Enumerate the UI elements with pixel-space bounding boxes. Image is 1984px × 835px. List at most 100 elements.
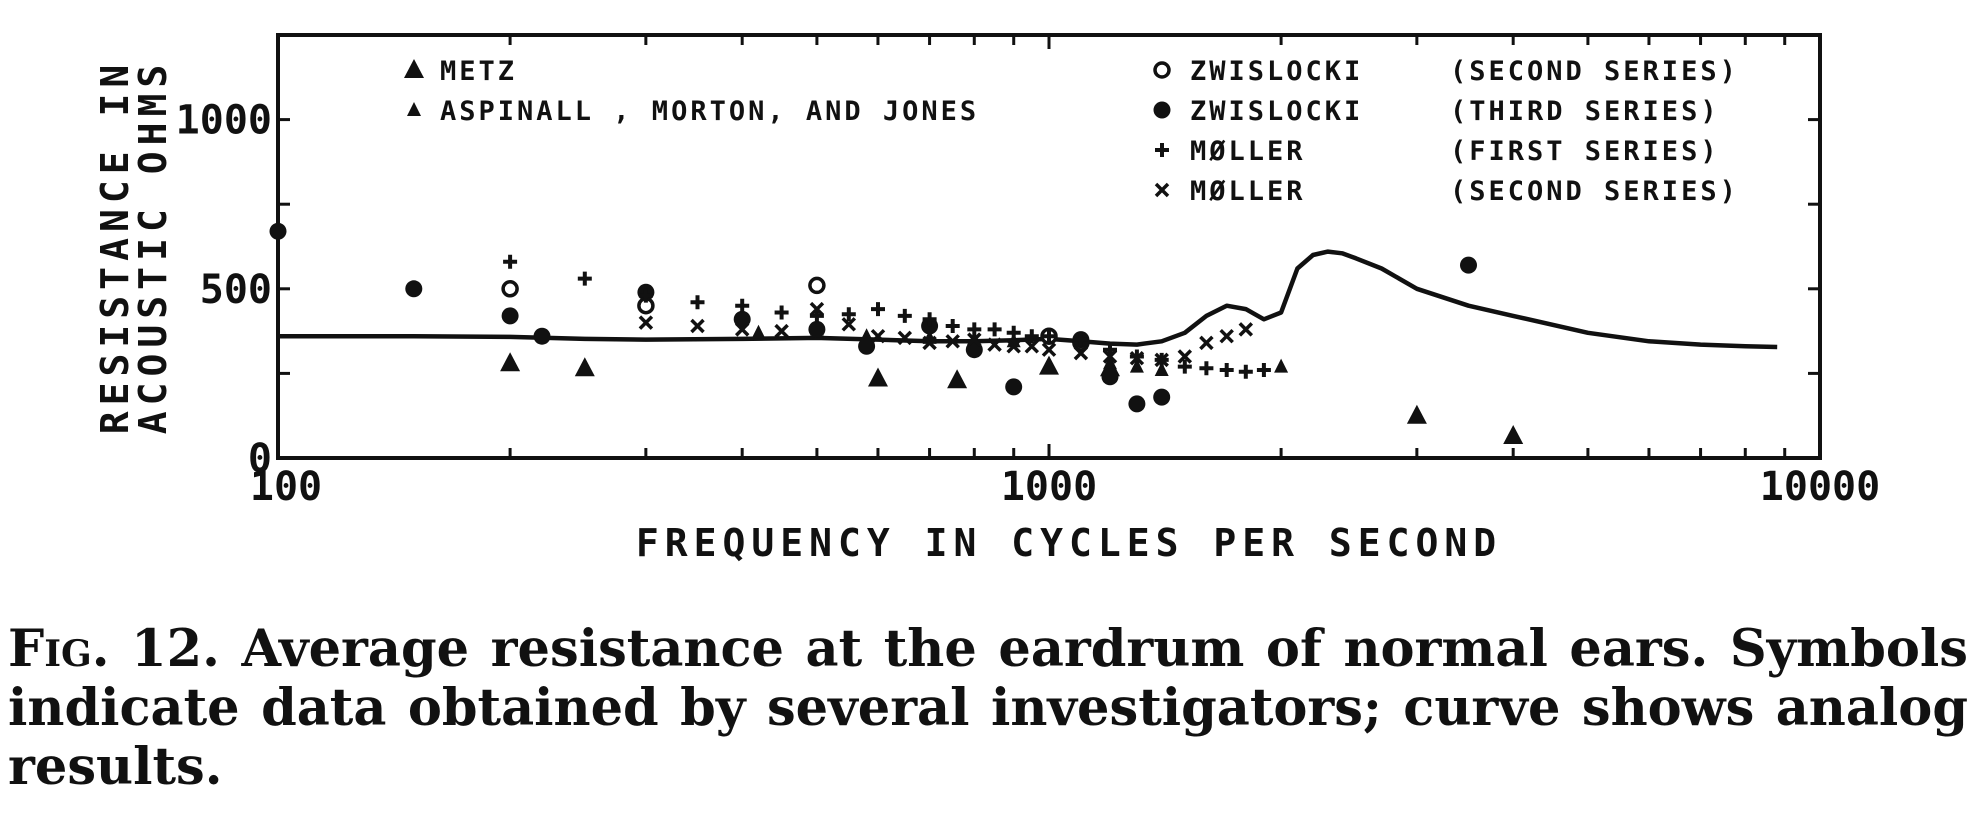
- plus-marker: [1042, 329, 1056, 344]
- plus-marker: [871, 302, 885, 317]
- triangle-marker: [1406, 404, 1427, 424]
- plus-marker: [897, 308, 912, 323]
- plus-marker: [638, 288, 653, 303]
- x-tick-label: 100: [250, 464, 322, 510]
- legend-small-triangle-marker: [407, 102, 421, 116]
- x-tick-label: 1000: [1001, 464, 1097, 510]
- plus-marker: [1238, 364, 1253, 379]
- analog-curve: [278, 249, 1778, 350]
- plus-marker: [841, 307, 856, 322]
- triangle-marker: [947, 369, 968, 389]
- labels-layer: 100 1000 10000 0 500 1000 FREQUENCY IN CYCLES …: [93, 59, 1880, 565]
- triangle-marker: [574, 357, 595, 377]
- x-marker: [1199, 335, 1214, 351]
- triangle-marker: [868, 367, 888, 387]
- legend: METZ ASPINALL , MORTON, AND JONES ZWISLOCK…: [404, 56, 1739, 207]
- y-axis-title-line2: ACOUSTIC OHMS: [131, 59, 175, 434]
- filled-circle-marker: [1460, 256, 1477, 274]
- plus-marker: [1006, 325, 1021, 340]
- axes: [276, 33, 1822, 460]
- filled-circle-marker: [858, 337, 876, 355]
- y-tick-label: 1000: [176, 98, 272, 144]
- plus-marker: [1024, 329, 1039, 344]
- y-axis-title-line1: RESISTANCE IN: [93, 59, 137, 434]
- x-marker: [809, 301, 825, 317]
- plus-marker: [1219, 363, 1234, 377]
- x-tick-label: 10000: [1760, 464, 1880, 510]
- plus-marker: [945, 319, 960, 333]
- plus-marker: [967, 322, 982, 337]
- x-marker: [1102, 349, 1118, 364]
- filled-circle-marker: [269, 222, 287, 240]
- x-marker: [638, 315, 654, 330]
- small-triangle-marker: [1129, 358, 1144, 373]
- x-marker: [870, 328, 886, 344]
- x-marker: [1238, 322, 1254, 337]
- x-marker: [1041, 342, 1057, 357]
- triangle-marker: [1503, 425, 1524, 444]
- legend-filled-circle-marker: [1153, 101, 1171, 119]
- filled-circle-marker: [533, 327, 551, 345]
- y-tick-label: 0: [248, 436, 272, 482]
- filled-circle-marker: [1128, 395, 1146, 413]
- x-marker: [690, 318, 705, 334]
- filled-circle-marker: [1153, 388, 1171, 406]
- plus-marker: [503, 254, 518, 269]
- caption-text: Average resistance at the eardrum of nor…: [8, 619, 1969, 797]
- legend-series-label: (SECOND SERIES): [1450, 56, 1739, 87]
- legend-label: ASPINALL , MORTON, AND JONES: [440, 96, 979, 127]
- small-triangle-marker: [1274, 358, 1289, 373]
- x-marker: [967, 332, 982, 347]
- open-circle-marker: [501, 280, 519, 298]
- plus-marker: [1177, 359, 1192, 374]
- x-marker: [734, 322, 750, 337]
- legend-x-marker: [1154, 182, 1170, 198]
- curve-layer: [278, 249, 1778, 350]
- legend-label: MØLLER: [1190, 136, 1306, 167]
- triangle-marker: [500, 352, 521, 372]
- legend-triangle-marker: [404, 59, 424, 78]
- plus-marker: [690, 295, 705, 310]
- x-marker: [945, 334, 960, 349]
- legend-label: ZWISLOCKI: [1190, 56, 1363, 87]
- points-layer: [269, 222, 1524, 444]
- x-marker: [1129, 350, 1145, 366]
- plus-marker: [987, 322, 1002, 337]
- x-marker: [897, 330, 913, 346]
- filled-circle-marker: [405, 280, 423, 298]
- x-axis-title: FREQUENCY IN CYCLES PER SECOND: [636, 521, 1502, 565]
- small-triangle-marker: [1103, 355, 1117, 370]
- legend-series-label: (FIRST SERIES): [1450, 136, 1720, 167]
- filled-circle-marker: [1101, 368, 1119, 386]
- filled-circle-marker: [501, 307, 519, 325]
- filled-circle-marker: [1005, 378, 1023, 396]
- plus-marker: [735, 298, 750, 313]
- y-tick-label: 500: [200, 267, 272, 313]
- plus-marker: [1256, 363, 1271, 377]
- legend-series-label: (SECOND SERIES): [1450, 176, 1739, 207]
- caption-label: Fig. 12.: [8, 619, 220, 679]
- x-marker: [841, 317, 857, 332]
- x-marker: [922, 335, 937, 351]
- plus-marker: [922, 312, 937, 327]
- legend-label: MØLLER: [1190, 176, 1306, 207]
- x-marker: [1024, 339, 1040, 354]
- x-marker: [987, 337, 1002, 352]
- x-marker: [1006, 339, 1021, 354]
- open-circle-marker: [808, 276, 826, 295]
- plus-marker: [577, 271, 592, 286]
- filled-circle-marker: [808, 320, 826, 338]
- x-marker: [1154, 352, 1169, 368]
- small-triangle-marker: [1154, 362, 1169, 376]
- plus-marker: [1199, 361, 1214, 376]
- plus-marker: [774, 305, 789, 320]
- legend-series-label: (THIRD SERIES): [1450, 96, 1720, 127]
- legend-plus-marker: [1155, 143, 1169, 157]
- legend-label: ZWISLOCKI: [1190, 96, 1363, 127]
- triangle-marker: [1039, 355, 1059, 375]
- legend-label: METZ: [440, 56, 517, 87]
- x-marker: [1177, 349, 1193, 364]
- small-triangle-marker: [751, 324, 766, 339]
- plus-marker: [1073, 332, 1088, 347]
